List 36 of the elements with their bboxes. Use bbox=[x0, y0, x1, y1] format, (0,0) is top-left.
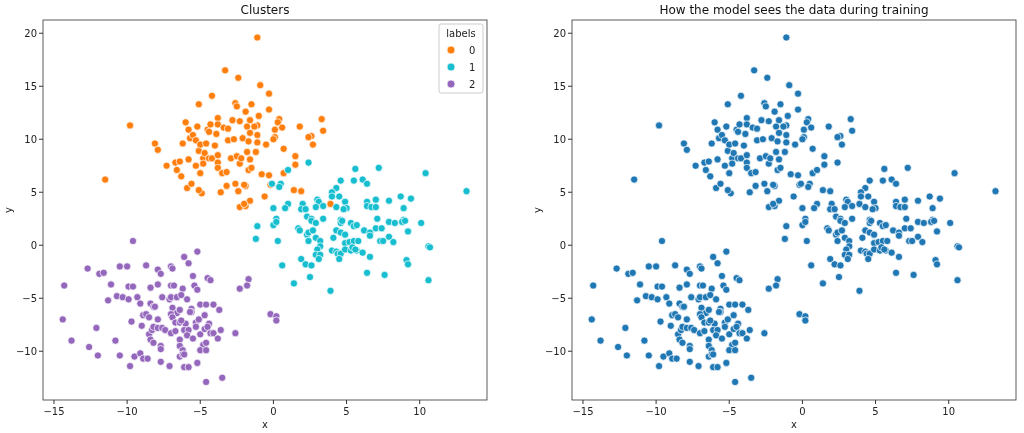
y-tick-label: 0 bbox=[30, 239, 37, 251]
x-tick-label: −10 bbox=[116, 406, 138, 417]
y-tick-label: 15 bbox=[24, 80, 37, 92]
legend-label: 0 bbox=[469, 45, 476, 56]
x-tick-label: 10 bbox=[942, 406, 956, 417]
x-tick-label: 5 bbox=[872, 406, 879, 417]
y-tick-label: −5 bbox=[551, 292, 566, 304]
y-tick-label: 20 bbox=[24, 27, 37, 39]
x-tick-label: −10 bbox=[645, 406, 667, 417]
x-tick-label: −15 bbox=[572, 406, 594, 417]
x-tick-label: 5 bbox=[343, 406, 350, 417]
y-tick-label: −10 bbox=[544, 345, 566, 357]
y-tick-label: 15 bbox=[553, 80, 566, 92]
y-tick-label: 5 bbox=[559, 186, 566, 198]
y-tick-label: 5 bbox=[30, 186, 37, 198]
x-axis-title: x bbox=[791, 419, 798, 430]
x-tick-label: −15 bbox=[43, 406, 65, 417]
chart-title: How the model sees the data during training bbox=[659, 3, 929, 17]
legend-label: 2 bbox=[469, 79, 476, 90]
y-tick-label: −10 bbox=[15, 345, 37, 357]
x-tick-label: −5 bbox=[721, 406, 737, 417]
y-tick-label: 10 bbox=[553, 133, 566, 145]
x-tick-label: −5 bbox=[192, 406, 208, 417]
y-tick-label: 10 bbox=[24, 133, 37, 145]
x-tick-label: 0 bbox=[270, 406, 277, 417]
y-axis-title: y bbox=[532, 206, 543, 213]
x-axis-title: x bbox=[262, 419, 269, 430]
x-tick-label: 10 bbox=[413, 406, 427, 417]
y-tick-label: 0 bbox=[559, 239, 566, 251]
chart-title: Clusters bbox=[240, 3, 290, 17]
legend-label: 1 bbox=[469, 62, 476, 73]
y-axis-title: y bbox=[3, 206, 14, 213]
legend-title: labels bbox=[446, 28, 476, 39]
x-tick-label: 0 bbox=[799, 406, 806, 417]
y-tick-label: −5 bbox=[22, 292, 37, 304]
y-tick-label: 20 bbox=[553, 27, 566, 39]
